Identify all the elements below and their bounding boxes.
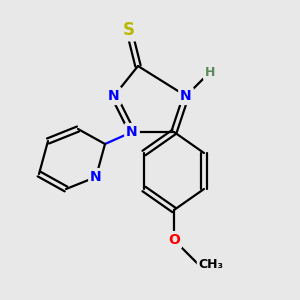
- Text: N: N: [126, 125, 138, 139]
- Text: H: H: [205, 65, 215, 79]
- Text: N: N: [108, 89, 120, 103]
- Text: S: S: [123, 21, 135, 39]
- Text: N: N: [180, 89, 192, 103]
- Text: CH₃: CH₃: [198, 257, 223, 271]
- Text: N: N: [90, 170, 102, 184]
- Text: O: O: [168, 233, 180, 247]
